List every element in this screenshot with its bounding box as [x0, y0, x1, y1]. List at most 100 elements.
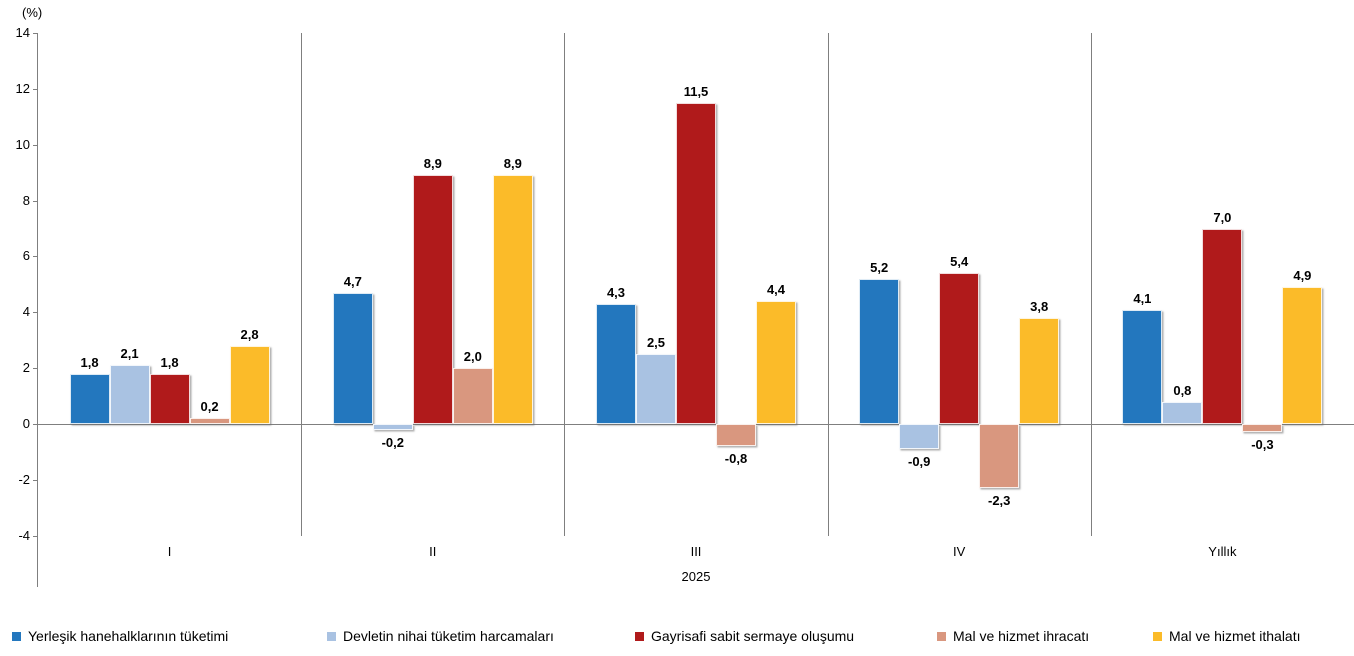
y-tick-label: 6: [22, 248, 30, 263]
x-category-label: III: [690, 544, 702, 559]
bar-value-label: 0,8: [1173, 382, 1192, 398]
y-axis-unit-label: (%): [22, 5, 43, 20]
legend-item-label: Yerleşik hanehalklarının tüketimi: [28, 628, 229, 644]
chart-legend: Yerleşik hanehalklarının tüketimi Devleti…: [0, 626, 1354, 650]
bar-value-label: 7,0: [1213, 209, 1232, 225]
bar-value-label: 5,4: [950, 254, 969, 270]
bar-I-s5: [229, 345, 270, 424]
bar-III-s1: [596, 303, 636, 424]
x-axis-year-label: 2025: [681, 569, 711, 584]
x-category-label: IV: [953, 544, 966, 559]
bar-value-label: 0,2: [200, 399, 219, 415]
y-tick-mark: [33, 201, 38, 202]
y-tick-mark: [33, 145, 38, 146]
y-tick-label: 4: [22, 304, 30, 319]
legend-item-label: Gayrisafi sabit sermaye oluşumu: [651, 628, 855, 644]
bar-value-label: 1,8: [160, 354, 179, 370]
legend-item-label: Devletin nihai tüketim harcamaları: [343, 628, 554, 644]
bar-IV-s2: [899, 424, 940, 450]
bar-value-label: 2,0: [463, 349, 482, 365]
legend-color-swatch: [635, 631, 644, 641]
zero-gridline: [38, 424, 1354, 425]
y-tick-label: 12: [15, 81, 30, 96]
legend-item: Gayrisafi sabit sermaye oluşumu: [635, 626, 854, 646]
bar-II-s1: [332, 292, 373, 424]
category-separator-line: [564, 33, 565, 536]
y-axis-line: [37, 33, 38, 587]
bar-value-label: -0,2: [381, 434, 404, 450]
bar-Yıllık-s5: [1282, 287, 1323, 424]
bar-I-s2: [109, 365, 150, 424]
y-tick-label: -2: [18, 472, 30, 487]
bar-IV-s5: [1019, 317, 1060, 424]
bar-III-s3: [676, 102, 716, 424]
y-tick-mark: [33, 480, 38, 481]
bar-value-label: 4,3: [606, 284, 626, 300]
legend-color-swatch: [1153, 631, 1162, 641]
bar-I-s3: [149, 373, 190, 424]
bar-value-label: 4,4: [766, 282, 786, 298]
legend-color-swatch: [12, 631, 21, 641]
bar-value-label: 3,8: [1030, 298, 1049, 314]
legend-item: Yerleşik hanehalklarının tüketimi: [12, 626, 228, 646]
x-category-label: Yıllık: [1208, 544, 1237, 559]
bar-Yıllık-s2: [1162, 401, 1203, 424]
y-tick-label: 8: [22, 193, 30, 208]
bar-value-label: 2,8: [240, 326, 259, 342]
legend-item: Devletin nihai tüketim harcamaları: [327, 626, 554, 646]
bar-III-s5: [756, 301, 796, 424]
legend-item-label: Mal ve hizmet ihracatı: [953, 628, 1090, 644]
y-tick-mark: [33, 89, 38, 90]
y-tick-mark: [33, 368, 38, 369]
y-tick-mark: [33, 256, 38, 257]
bar-value-label: 2,5: [646, 335, 666, 351]
bar-value-label: -0,9: [907, 454, 931, 470]
bar-IV-s3: [939, 273, 980, 424]
bar-II-s2: [372, 424, 413, 430]
bar-value-label: -2,3: [987, 493, 1011, 509]
bar-value-label: 8,9: [423, 156, 442, 172]
legend-color-swatch: [937, 631, 946, 641]
category-separator-line: [1091, 33, 1092, 536]
bar-Yıllık-s1: [1122, 309, 1163, 424]
legend-color-swatch: [327, 631, 336, 641]
bar-value-label: -0,8: [724, 451, 748, 467]
bar-value-label: 4,7: [343, 273, 362, 289]
bar-I-s1: [69, 373, 110, 424]
bar-Yıllık-s3: [1202, 228, 1243, 424]
y-tick-label: 2: [22, 360, 30, 375]
bar-II-s4: [452, 368, 493, 424]
y-tick-label: 14: [15, 25, 30, 40]
bar-value-label: 5,2: [870, 259, 889, 275]
bar-value-label: 11,5: [683, 83, 709, 99]
bar-value-label: 1,8: [80, 354, 99, 370]
bar-Yıllık-s4: [1242, 424, 1283, 433]
category-separator-line: [301, 33, 302, 536]
legend-item: Mal ve hizmet ihracatı: [937, 626, 1089, 646]
y-tick-mark: [33, 312, 38, 313]
legend-item: Mal ve hizmet ithalatı: [1153, 626, 1301, 646]
y-tick-label: -4: [18, 528, 30, 543]
bar-I-s4: [189, 418, 230, 424]
bar-II-s3: [412, 175, 453, 424]
category-separator-line: [828, 33, 829, 536]
y-tick-mark: [33, 536, 38, 537]
y-tick-label: 0: [22, 416, 30, 431]
bar-value-label: 4,9: [1293, 268, 1312, 284]
bar-III-s2: [636, 354, 676, 424]
bar-III-s4: [716, 424, 756, 447]
bar-value-label: -0,3: [1251, 437, 1274, 453]
bar-IV-s4: [979, 424, 1020, 489]
y-tick-label: 10: [15, 137, 30, 152]
bar-value-label: 2,1: [120, 346, 139, 362]
bar-IV-s1: [859, 278, 900, 424]
legend-item-label: Mal ve hizmet ithalatı: [1169, 628, 1301, 644]
bar-value-label: 4,1: [1133, 290, 1152, 306]
bar-II-s5: [492, 175, 533, 424]
bar-value-label: 8,9: [503, 156, 522, 172]
x-category-label: I: [167, 544, 172, 559]
y-tick-mark: [33, 424, 38, 425]
y-tick-mark: [33, 33, 38, 34]
x-category-label: II: [429, 544, 437, 559]
